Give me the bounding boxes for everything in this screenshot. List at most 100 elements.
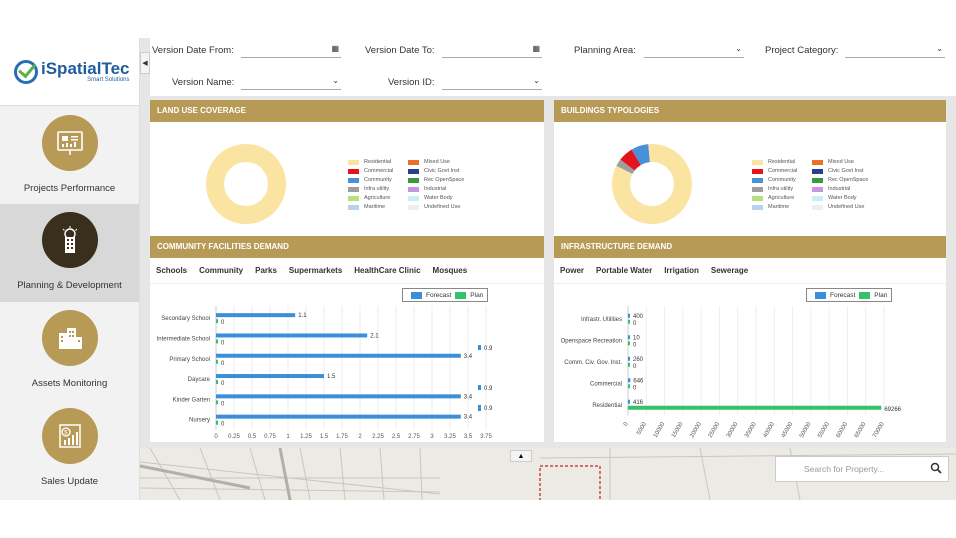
chevron-down-icon: ⌄ [533, 76, 540, 85]
legend-item: Industrial [408, 185, 468, 193]
extra-value-label: 0.9 [484, 406, 493, 412]
tab-irrigation[interactable]: Irrigation [664, 266, 699, 275]
pie-slice[interactable] [631, 144, 650, 166]
x-tick-label: 65000 [854, 421, 868, 439]
sidebar: iSpatialTec Smart Solutions Projects Per… [0, 38, 140, 500]
collapse-sidebar-button[interactable]: ◀ [140, 52, 150, 74]
plan-bar[interactable] [628, 384, 630, 389]
plan-bar[interactable] [628, 362, 630, 367]
x-tick-label: 1.5 [320, 434, 329, 440]
legend-swatch [408, 159, 419, 165]
tab-mosques[interactable]: Mosques [432, 266, 468, 275]
legend-item: Civic Govt Inst [812, 167, 872, 175]
tab-community[interactable]: Community [199, 266, 244, 275]
legend-item: Undefined Use [408, 203, 468, 211]
sidebar-item-sales-update[interactable]: $ Sales Update [0, 400, 139, 498]
legend-swatch [408, 177, 419, 183]
forecast-bar[interactable] [216, 333, 368, 338]
plan-bar[interactable] [216, 359, 218, 364]
legend-label: Water Body [828, 195, 857, 201]
brand-logo[interactable]: iSpatialTec Smart Solutions [0, 38, 139, 106]
legend-item: Rec OpenSpace [812, 176, 872, 184]
forecast-bar[interactable] [216, 394, 461, 399]
sidebar-item-assets-monitoring[interactable]: Assets Monitoring [0, 302, 139, 400]
pie-slice[interactable] [206, 144, 286, 224]
forecast-bar[interactable] [628, 378, 631, 383]
legend-item: Maritime [752, 203, 812, 211]
legend-item: Agriculture [348, 194, 408, 202]
plan-bar[interactable] [628, 319, 630, 324]
tab-parks[interactable]: Parks [255, 266, 277, 275]
property-search[interactable]: Search for Property... [775, 456, 949, 482]
pie-slice[interactable] [616, 159, 635, 175]
legend-label: Agriculture [768, 195, 795, 201]
forecast-bar[interactable] [216, 414, 461, 419]
forecast-bar[interactable] [628, 313, 630, 318]
legend-item: Undefined Use [812, 203, 872, 211]
version-name-select[interactable]: ⌄ [241, 74, 341, 90]
infrastructure-tabs: Power Portable Water Irrigation Sewerage [554, 258, 946, 284]
search-input[interactable]: Search for Property... [804, 464, 885, 474]
plan-value-label: 0 [633, 364, 637, 370]
sidebar-item-planning-development[interactable]: Planning & Development [0, 204, 139, 302]
legend-swatch [812, 177, 823, 183]
forecast-value-label: 1.5 [327, 374, 336, 380]
buildings-panel: BUILDINGS TYPOLOGIES Residential Mixed Us… [554, 100, 946, 236]
calendar-icon: ▦ [532, 44, 540, 53]
x-tick-label: 20000 [689, 421, 703, 439]
x-tick-label: 3 [430, 434, 434, 440]
tab-supermarkets[interactable]: Supermarkets [288, 266, 343, 275]
plan-bar[interactable] [628, 405, 882, 410]
plan-value-label: 0 [633, 342, 637, 348]
forecast-bar[interactable] [216, 313, 296, 318]
panel-title: COMMUNITY FACILITIES DEMAND [150, 236, 544, 258]
version-date-to-label: Version Date To: [365, 45, 435, 56]
version-date-from-input[interactable]: ▦ [241, 42, 341, 58]
forecast-bar[interactable] [628, 356, 630, 361]
version-date-to-input[interactable]: ▦ [442, 42, 542, 58]
x-tick-label: 25000 [708, 421, 722, 439]
search-icon[interactable] [930, 462, 942, 474]
legend-swatch [812, 204, 823, 210]
panel-title: LAND USE COVERAGE [150, 100, 544, 122]
forecast-value-label: 3.4 [464, 354, 473, 360]
tab-portable-water[interactable]: Portable Water [596, 266, 653, 275]
legend-swatch [752, 177, 763, 183]
plan-bar[interactable] [216, 380, 218, 385]
plan-value-label: 0 [221, 340, 225, 346]
x-tick-label: 0.75 [264, 434, 276, 440]
forecast-bar[interactable] [216, 374, 324, 379]
version-id-label: Version ID: [388, 77, 435, 88]
plan-bar[interactable] [628, 341, 630, 346]
legend-item: Infra utility [752, 185, 812, 193]
forecast-bar[interactable] [628, 335, 630, 340]
tab-power[interactable]: Power [560, 266, 585, 275]
project-category-select[interactable]: ⌄ [845, 42, 945, 58]
x-tick-label: 0.25 [228, 434, 240, 440]
planning-area-select[interactable]: ⌄ [644, 42, 744, 58]
category-label: Kinder Garten [173, 397, 210, 403]
pie-slice[interactable] [620, 149, 641, 171]
plan-bar[interactable] [216, 319, 218, 324]
plan-bar[interactable] [216, 420, 218, 425]
legend-swatch [348, 168, 359, 174]
tab-healthcare-clinic[interactable]: HealthCare Clinic [354, 266, 421, 275]
legend-label: Rec OpenSpace [424, 177, 465, 183]
tab-schools[interactable]: Schools [156, 266, 188, 275]
pie-slice[interactable] [612, 144, 692, 224]
version-id-select[interactable]: ⌄ [442, 74, 542, 90]
plan-bar[interactable] [216, 400, 218, 405]
sidebar-item-label: Sales Update [40, 476, 99, 487]
logo-check-icon [14, 59, 38, 84]
expand-map-button[interactable]: ▲ [510, 450, 532, 462]
building-plan-icon [41, 212, 98, 268]
sidebar-item-projects-performance[interactable]: Projects Performance [0, 106, 139, 204]
forecast-bar[interactable] [628, 399, 630, 404]
legend-swatch [348, 177, 359, 183]
tab-sewerage[interactable]: Sewerage [710, 266, 749, 275]
forecast-swatch [815, 291, 826, 299]
forecast-bar[interactable] [216, 353, 461, 358]
legend-swatch [752, 195, 763, 201]
plan-bar[interactable] [216, 339, 218, 344]
category-label: Primary School [169, 357, 210, 363]
